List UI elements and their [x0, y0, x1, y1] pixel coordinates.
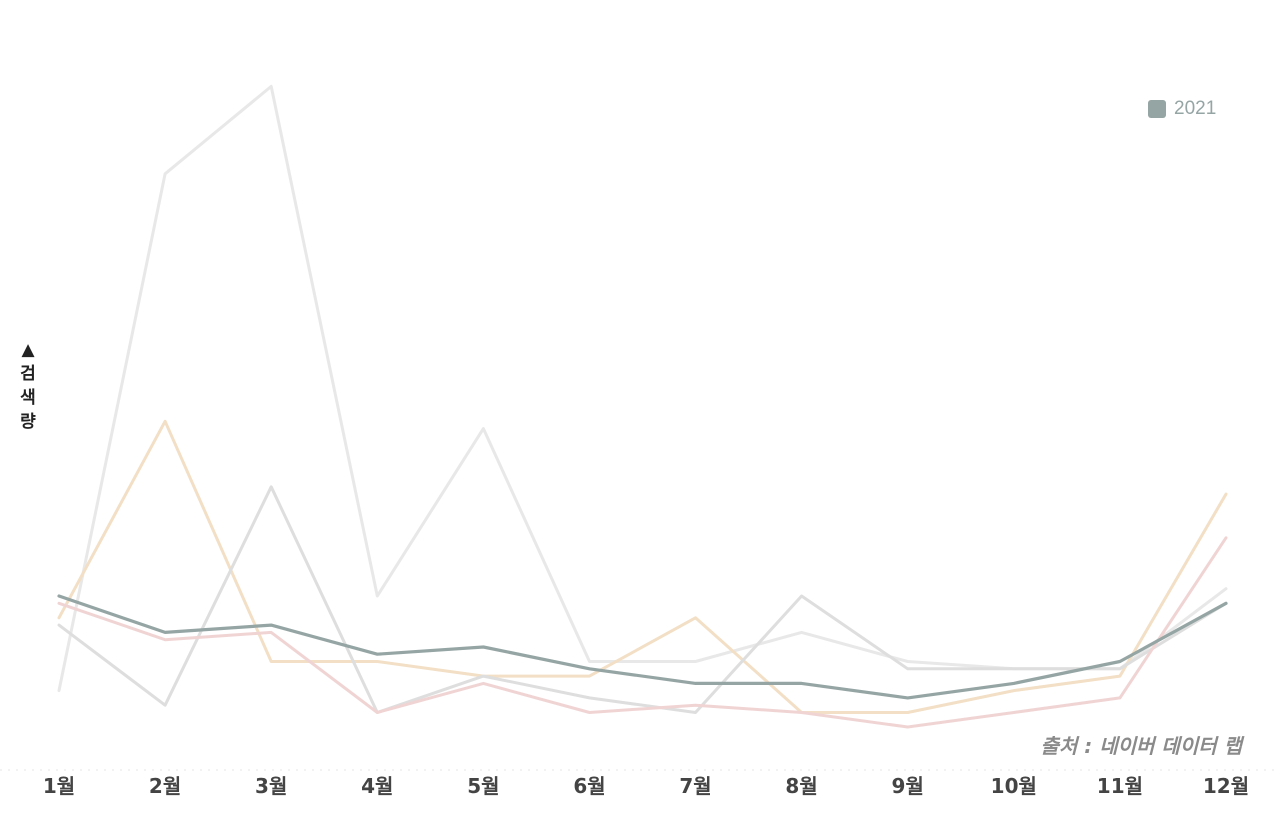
x-tick-label: 12월	[1203, 774, 1249, 798]
x-tick-label: 10월	[991, 774, 1037, 798]
x-tick-label: 6월	[573, 774, 605, 798]
x-axis: 1월 2월 3월 4월 5월 6월 7월 8월 9월 10월 11월 12월	[0, 769, 1280, 798]
x-tick-label: 1월	[43, 774, 75, 798]
series-line-series-4	[57, 536, 1228, 729]
legend: 2021	[1148, 98, 1216, 120]
x-tick-label: 5월	[467, 774, 499, 798]
x-tick-label: 4월	[361, 774, 393, 798]
series-line-series-3	[57, 485, 1228, 714]
series-line-series-1	[57, 84, 1228, 693]
x-tick-label: 2월	[149, 774, 181, 798]
x-tick-label: 9월	[892, 774, 924, 798]
x-tick-label: 7월	[679, 774, 711, 798]
x-tick-label: 8월	[785, 774, 817, 798]
series-line-series-2	[57, 419, 1228, 714]
x-tick-label: 3월	[255, 774, 287, 798]
series-line-2021	[57, 594, 1228, 700]
y-axis-label: ▲ 검 색 량	[16, 338, 40, 434]
y-axis-label-text: ▲ 검 색 량	[20, 340, 36, 432]
source-note: 출처 : 네이버 데이터 랩	[1040, 734, 1242, 758]
legend-label-2021: 2021	[1174, 98, 1217, 119]
series-layer	[57, 84, 1228, 729]
legend-swatch-2021	[1148, 100, 1166, 118]
x-tick-label: 11월	[1097, 774, 1143, 798]
